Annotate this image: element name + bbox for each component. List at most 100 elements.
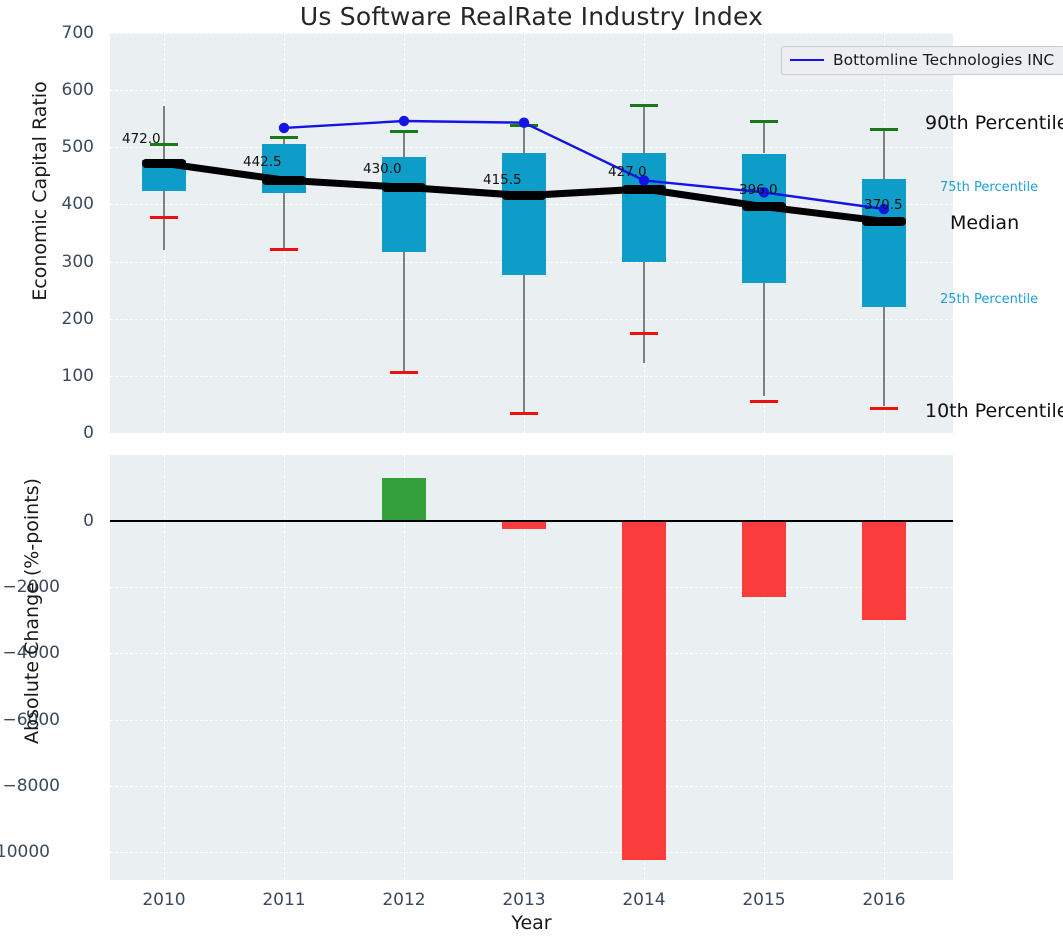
whisker-lower-2011 bbox=[283, 193, 285, 250]
whisker-lower-2014 bbox=[643, 262, 645, 363]
change-bar-2013 bbox=[502, 521, 546, 530]
median-label-2016: 370.5 bbox=[864, 197, 903, 213]
vgridline-b-2010 bbox=[164, 455, 165, 880]
whisker-upper-2016 bbox=[883, 128, 885, 187]
gridline-700 bbox=[110, 33, 953, 34]
vgridline-b-2012 bbox=[404, 455, 405, 880]
xtick-2014: 2014 bbox=[622, 890, 666, 910]
bottom-plot-area bbox=[110, 455, 953, 880]
median-label-2010: 472.0 bbox=[122, 131, 161, 147]
cap-p90-2016 bbox=[870, 128, 898, 132]
annotation-10th-percentile: 10th Percentile bbox=[925, 400, 1063, 422]
ytick-bottom-neg4000: −4000 bbox=[2, 643, 60, 664]
cap-p10-2014 bbox=[630, 332, 658, 336]
median-bar-2016 bbox=[862, 216, 906, 226]
ytick-top-0: 0 bbox=[83, 423, 94, 443]
ytick-top-600: 600 bbox=[61, 80, 94, 101]
gridline-600 bbox=[110, 90, 953, 92]
median-label-2012: 430.0 bbox=[363, 161, 402, 177]
ytick-top-200: 200 bbox=[61, 308, 94, 329]
cap-p90-2011 bbox=[270, 135, 298, 139]
median-bar-2013 bbox=[502, 191, 546, 201]
gridline-0 bbox=[110, 433, 953, 434]
vgridline-b-2015 bbox=[764, 455, 765, 880]
x-axis-label: Year bbox=[511, 912, 552, 934]
ytick-top-700: 700 bbox=[61, 23, 94, 43]
cap-p10-2011 bbox=[270, 248, 298, 252]
change-bar-2014 bbox=[622, 521, 666, 861]
vgridline-b-2011 bbox=[284, 455, 285, 880]
change-bar-2012 bbox=[382, 478, 426, 521]
box-2015 bbox=[742, 153, 786, 283]
whisker-upper-2015 bbox=[763, 120, 765, 154]
xtick-2010: 2010 bbox=[142, 890, 186, 910]
gridline-200 bbox=[110, 318, 953, 320]
gridline-neg2000 bbox=[110, 587, 953, 589]
top-plot-area bbox=[110, 33, 953, 434]
ytick-top-400: 400 bbox=[61, 194, 94, 215]
annotation-90th-percentile: 90th Percentile bbox=[925, 112, 1063, 134]
whisker-lower-2013 bbox=[523, 275, 525, 412]
cap-p10-2013 bbox=[510, 411, 538, 415]
cap-p10-2010 bbox=[150, 215, 178, 219]
change-bar-2015 bbox=[742, 521, 786, 598]
gridline-500 bbox=[110, 147, 953, 149]
legend-label-bottomline: Bottomline Technologies INC bbox=[833, 51, 1055, 69]
median-label-2011: 442.5 bbox=[243, 154, 282, 170]
median-bar-2011 bbox=[262, 175, 306, 185]
ytick-bottom-neg8000: −8000 bbox=[2, 775, 60, 796]
legend[interactable]: Bottomline Technologies INC bbox=[781, 46, 1063, 75]
median-label-2014: 427.0 bbox=[608, 164, 647, 180]
xtick-2016: 2016 bbox=[862, 890, 906, 910]
cap-p90-2010 bbox=[150, 142, 178, 146]
annotation-25th-percentile: 25th Percentile bbox=[940, 292, 1039, 307]
median-bar-2012 bbox=[382, 182, 426, 192]
gridline-neg6000 bbox=[110, 719, 953, 721]
box-2016 bbox=[862, 179, 906, 307]
box-2013 bbox=[502, 153, 546, 276]
ytick-top-100: 100 bbox=[61, 365, 94, 386]
cap-p90-2014 bbox=[630, 103, 658, 107]
whisker-lower-2016 bbox=[883, 306, 885, 407]
median-label-2015: 396.0 bbox=[739, 182, 778, 198]
xtick-2013: 2013 bbox=[502, 890, 546, 910]
ytick-bottom-0: 0 bbox=[83, 511, 94, 531]
xtick-2015: 2015 bbox=[742, 890, 786, 910]
xtick-2012: 2012 bbox=[382, 890, 426, 910]
annotation-75th-percentile: 75th Percentile bbox=[940, 180, 1039, 195]
median-bar-2014 bbox=[622, 184, 666, 194]
gridline-neg4000 bbox=[110, 653, 953, 655]
ytick-top-500: 500 bbox=[61, 137, 94, 158]
median-bar-2015 bbox=[742, 202, 786, 212]
vgridline-b-2013 bbox=[524, 455, 525, 880]
xtick-2011: 2011 bbox=[262, 890, 306, 910]
company-series-line bbox=[278, 115, 890, 215]
ytick-bottom-neg10000: −10000 bbox=[0, 841, 50, 862]
box-2012 bbox=[382, 157, 426, 253]
cap-p90-2015 bbox=[750, 120, 778, 124]
whisker-upper-2012 bbox=[403, 130, 405, 171]
box-2011 bbox=[262, 144, 306, 193]
ytick-bottom-neg2000: −2000 bbox=[2, 577, 60, 598]
cap-p90-2012 bbox=[390, 130, 418, 134]
change-bar-2016 bbox=[862, 521, 906, 621]
chart-title: Us Software RealRate Industry Index bbox=[299, 2, 764, 31]
whisker-lower-2012 bbox=[403, 252, 405, 372]
annotation-median: Median bbox=[950, 212, 1020, 234]
zero-line bbox=[110, 520, 953, 523]
whisker-upper-2013 bbox=[523, 123, 525, 164]
median-bar-2010 bbox=[142, 158, 186, 168]
ytick-bottom-neg6000: −6000 bbox=[2, 709, 60, 730]
whisker-lower-2010 bbox=[163, 191, 165, 250]
cap-p10-2015 bbox=[750, 399, 778, 403]
gridline-100 bbox=[110, 375, 953, 377]
cap-p10-2016 bbox=[870, 407, 898, 411]
y-axis-label-top: Economic Capital Ratio bbox=[29, 81, 51, 301]
y-axis-label-bottom: Absolute Change (%-points) bbox=[21, 478, 43, 744]
gridline-neg8000 bbox=[110, 785, 953, 787]
ytick-top-300: 300 bbox=[61, 251, 94, 272]
whisker-lower-2015 bbox=[763, 282, 765, 396]
median-label-2013: 415.5 bbox=[483, 172, 522, 188]
cap-p10-2012 bbox=[390, 371, 418, 375]
